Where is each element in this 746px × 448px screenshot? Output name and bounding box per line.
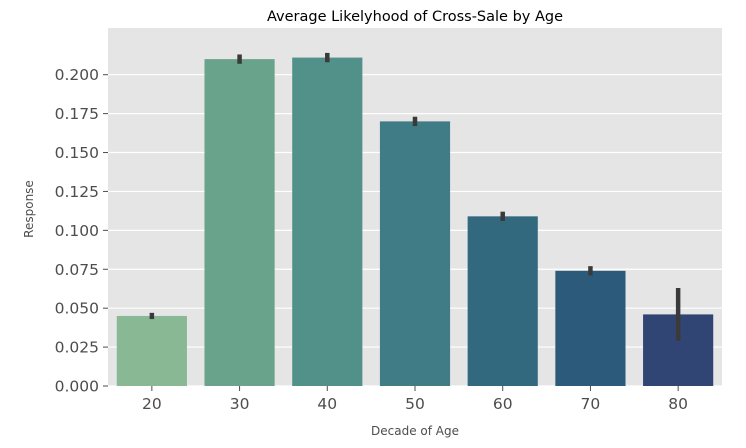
x-tick-label-40: 40 (317, 395, 337, 413)
x-tick-label-20: 20 (142, 395, 162, 413)
x-axis-ticks: 20 30 40 50 60 70 80 (142, 386, 688, 413)
y-tick-label-4: 0.100 (55, 222, 99, 240)
bar-70 (555, 270, 626, 386)
y-axis-ticks: 0.000 0.025 0.050 0.075 0.100 0.125 0.150 0.175… (55, 66, 108, 396)
y-tick-label-0: 0.000 (55, 378, 99, 396)
error-bars (149, 52, 681, 341)
y-tick-label-1: 0.025 (55, 339, 99, 357)
y-tick-label-3: 0.075 (55, 261, 99, 279)
bar-60 (467, 216, 538, 386)
bar-20 (116, 315, 187, 386)
x-tick-label-70: 70 (581, 395, 601, 413)
y-axis-label: Response (22, 180, 36, 238)
y-tick-label-6: 0.150 (55, 144, 99, 162)
y-tick-label-8: 0.200 (55, 66, 99, 84)
x-tick-label-50: 50 (405, 395, 425, 413)
x-axis-label: Decade of Age (371, 424, 459, 438)
bars (116, 57, 714, 387)
bar-50 (379, 121, 451, 387)
bar-30 (204, 59, 275, 387)
bar-40 (292, 57, 363, 386)
y-tick-label-7: 0.175 (55, 105, 99, 123)
x-tick-label-80: 80 (668, 395, 688, 413)
y-tick-label-5: 0.125 (55, 183, 99, 201)
x-tick-label-30: 30 (230, 395, 250, 413)
y-tick-label-2: 0.050 (55, 300, 99, 318)
chart-title: Average Likelyhood of Cross-Sale by Age (267, 9, 563, 25)
x-tick-label-60: 60 (493, 395, 513, 413)
